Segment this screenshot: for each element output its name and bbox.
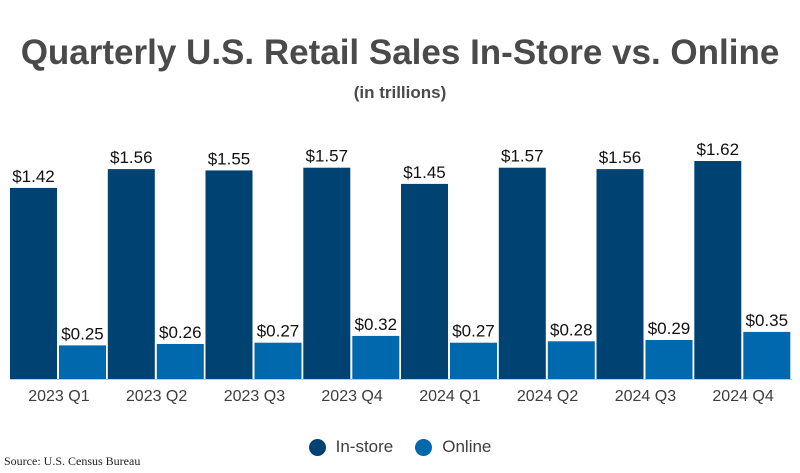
bar-online[interactable] (547, 341, 595, 379)
x-tick-label: 2024 Q2 (517, 388, 578, 405)
data-label-in-store: $1.57 (306, 147, 349, 166)
bar-online[interactable] (156, 344, 204, 379)
bar-online[interactable] (352, 335, 400, 379)
chart-title: Quarterly U.S. Retail Sales In-Store vs.… (20, 33, 780, 72)
source-note: Source: U.S. Census Bureau (4, 454, 141, 468)
legend-label-in-store: In-store (335, 437, 394, 456)
bar-in-store[interactable] (10, 187, 57, 379)
bar-in-store[interactable] (107, 169, 155, 379)
legend-item-in-store[interactable]: In-store (308, 437, 394, 457)
data-label-in-store: $1.57 (501, 147, 544, 166)
data-label-in-store: $1.56 (599, 148, 642, 167)
data-label-online: $0.27 (257, 322, 300, 341)
bar-online[interactable] (254, 342, 302, 379)
bar-in-store[interactable] (694, 161, 742, 379)
chart-legend: In-store Online (0, 436, 800, 458)
x-tick-label: 2024 Q3 (615, 388, 676, 405)
x-tick-label: 2023 Q1 (28, 388, 89, 405)
data-label-online: $0.27 (452, 322, 495, 341)
bar-in-store[interactable] (401, 183, 448, 379)
bar-online[interactable] (743, 331, 791, 379)
data-label-online: $0.35 (746, 311, 789, 330)
bar-in-store[interactable] (303, 167, 351, 379)
bar-online[interactable] (645, 340, 693, 379)
legend-item-online[interactable]: Online (415, 437, 491, 457)
x-tick-label: 2024 Q1 (419, 388, 480, 405)
data-label-in-store: $1.45 (403, 163, 446, 182)
data-label-in-store: $1.55 (208, 149, 251, 168)
bar-in-store[interactable] (498, 167, 546, 379)
x-tick-label: 2024 Q4 (712, 388, 773, 405)
data-label-in-store: $1.62 (697, 140, 740, 159)
x-tick-label: 2023 Q4 (321, 388, 382, 405)
legend-swatch-online (415, 438, 433, 456)
x-tick-label: 2023 Q3 (224, 388, 285, 405)
data-label-in-store: $1.42 (12, 167, 55, 186)
data-label-online: $0.29 (648, 319, 691, 338)
data-label-online: $0.28 (550, 320, 593, 339)
data-label-online: $0.32 (355, 315, 398, 334)
bar-in-store[interactable] (205, 170, 253, 379)
chart-subtitle: (in trillions) (353, 83, 447, 102)
legend-swatch-in-store (308, 438, 326, 456)
data-label-online: $0.25 (61, 324, 104, 343)
x-tick-label: 2023 Q2 (126, 388, 187, 405)
bar-online[interactable] (59, 345, 106, 379)
bar-in-store[interactable] (596, 169, 644, 379)
legend-label-online: Online (442, 437, 492, 456)
bar-online[interactable] (450, 342, 497, 379)
data-label-online: $0.26 (159, 323, 202, 342)
data-label-in-store: $1.56 (110, 148, 153, 167)
